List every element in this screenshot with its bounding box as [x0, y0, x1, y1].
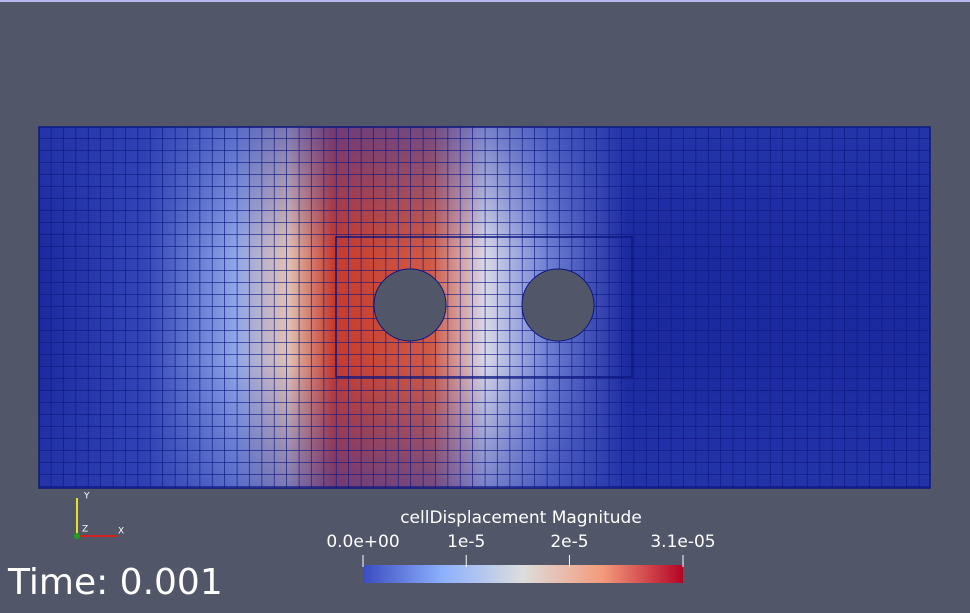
orientation-axes: Y X Z	[74, 492, 124, 539]
axis-z	[74, 533, 80, 539]
mesh-grid	[38, 126, 931, 489]
colorbar	[363, 565, 683, 583]
axis-y-label: Y	[83, 492, 90, 502]
axis-x-label: X	[118, 527, 124, 537]
hole	[373, 268, 447, 342]
colorbar-tick-label: 0.0e+00	[326, 532, 399, 552]
time-label: Time: 0.001	[7, 562, 223, 603]
axis-z-label: Z	[82, 525, 88, 535]
refined-block	[335, 236, 633, 378]
top-border	[0, 0, 970, 2]
hole	[521, 268, 595, 342]
colorbar-title: cellDisplacement Magnitude	[400, 508, 642, 528]
colorbar-tick-label: 2e-5	[550, 532, 588, 552]
mesh	[38, 126, 931, 489]
colorbar-tick-label: 3.1e-05	[650, 532, 715, 552]
colorbar-tick-label: 1e-5	[447, 532, 485, 552]
